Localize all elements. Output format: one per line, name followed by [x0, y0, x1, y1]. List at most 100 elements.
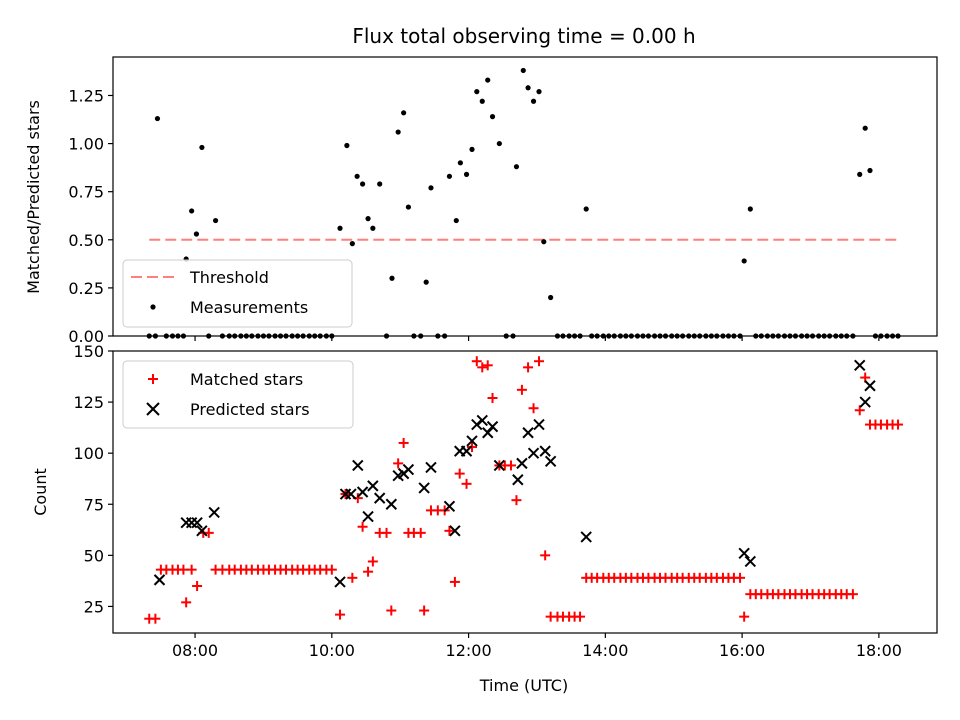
matched-star-point: [357, 521, 368, 532]
predicted-legend-swatch: [146, 402, 160, 416]
measurement-point: [212, 217, 219, 224]
measurement-point: [474, 89, 480, 95]
predicted-star-point: [356, 486, 369, 498]
predicted-star-point: [345, 488, 357, 500]
ratio-y-tick-label: 1.00: [68, 135, 104, 154]
matched-star-point: [854, 405, 865, 416]
measurement-point: [463, 171, 470, 177]
matched-star-point: [893, 419, 904, 430]
predicted-star-point: [493, 459, 506, 472]
matched-star-point: [471, 356, 482, 367]
count-x-tick-label: 08:00: [172, 641, 218, 660]
predicted-star-point: [522, 427, 534, 439]
count-y-tick-label: 75: [84, 495, 104, 514]
count-panel: 25 50 75 100 125 150 08:00 10:00 12:00 14:00 16:0…: [31, 342, 938, 695]
predicted-star-point: [373, 492, 386, 504]
ratio-y-tick-label: 0.50: [68, 231, 104, 250]
measurement-point: [485, 77, 491, 83]
ratio-panel: Flux total observing time = 0.00 h 0.00 0…: [24, 24, 938, 346]
matched-star-point: [449, 576, 460, 587]
ratio-legend-box: [122, 259, 353, 328]
predicted-star-point: [516, 457, 528, 470]
count-x-tick-label: 18:00: [856, 641, 902, 660]
ratio-y-tick-label: 0.25: [68, 279, 104, 298]
measurement-point: [513, 164, 520, 170]
matched-star-point: [461, 478, 472, 489]
measurement-point: [536, 89, 542, 95]
predicted-star-point: [466, 435, 478, 447]
matched-star-point: [444, 525, 455, 536]
measurement-point: [530, 98, 537, 104]
measurement-point: [857, 171, 863, 177]
measurements-legend-label: Measurements: [190, 298, 308, 317]
predicted-star-point: [191, 516, 203, 529]
predicted-star-point: [544, 455, 557, 468]
ratio-plot-frame: [112, 56, 938, 337]
count-x-tick-label: 10:00: [309, 641, 355, 660]
predicted-star-point: [864, 380, 876, 392]
count-y-axis-label: Count: [31, 468, 50, 516]
matched-star-point: [186, 564, 197, 575]
predicted-star-point: [443, 500, 456, 513]
count-plot-frame: [112, 350, 938, 634]
predicted-star-point: [334, 576, 346, 588]
chart-title: Flux total observing time = 0.00 h: [352, 24, 695, 48]
measurement-point: [446, 173, 453, 179]
predicted-star-point: [208, 506, 220, 519]
matched-star-point: [735, 572, 746, 583]
count-x-tick-label: 12:00: [446, 641, 492, 660]
matched-star-point: [534, 356, 545, 367]
measurement-point: [401, 110, 407, 116]
ratio-y-tick-label: 0.00: [68, 327, 104, 346]
count-marks: [144, 356, 904, 624]
count-legend-box: [122, 360, 354, 429]
matched-star-point: [367, 556, 378, 567]
matched-star-point: [528, 403, 539, 414]
matched-star-point: [477, 362, 488, 373]
measurement-point: [741, 258, 747, 264]
matched-star-point: [540, 550, 551, 561]
measurement-point: [365, 216, 371, 222]
count-y-tick-label: 100: [73, 444, 104, 463]
matched-star-point: [482, 360, 493, 371]
measurement-point: [344, 142, 350, 149]
threshold-legend-label: Threshold: [189, 268, 269, 287]
measurement-point: [359, 181, 366, 187]
measurement-point: [489, 114, 496, 120]
x-axis-label: Time (UTC): [479, 676, 568, 695]
measurement-point: [583, 206, 589, 212]
predicted-star-point: [425, 461, 437, 474]
count-y-tick-label: 125: [73, 393, 104, 412]
matched-star-point: [150, 613, 161, 624]
measurement-point: [469, 146, 475, 152]
matched-star-point: [523, 362, 534, 373]
matched-legend-swatch: [148, 374, 158, 384]
matched-star-point: [739, 611, 750, 622]
predicted-star-point: [527, 447, 540, 459]
measurement-point: [199, 144, 205, 151]
predicted-star-point: [539, 445, 551, 457]
predicted-star-point: [859, 396, 871, 408]
predicted-star-point: [533, 418, 545, 431]
matched-star-point: [326, 564, 337, 575]
predicted-legend-label: Predicted stars: [190, 400, 310, 419]
measurement-point: [337, 225, 343, 231]
predicted-star-point: [854, 359, 866, 372]
predicted-star-point: [744, 555, 757, 568]
measurement-point: [428, 185, 434, 191]
measurement-point: [154, 115, 161, 122]
count-x-tick-label: 14:00: [582, 641, 628, 660]
matched-legend-label: Matched stars: [190, 370, 303, 389]
matched-star-point: [181, 597, 192, 608]
measurement-point: [541, 239, 547, 245]
predicted-star-point: [418, 482, 430, 494]
measurement-point: [349, 241, 355, 247]
predicted-star-point: [153, 574, 166, 586]
predicted-star-point: [460, 445, 473, 457]
measurement-point: [862, 125, 868, 131]
predicted-star-point: [580, 531, 592, 543]
measurements-legend-swatch: [150, 304, 156, 310]
predicted-star-point: [385, 498, 398, 510]
